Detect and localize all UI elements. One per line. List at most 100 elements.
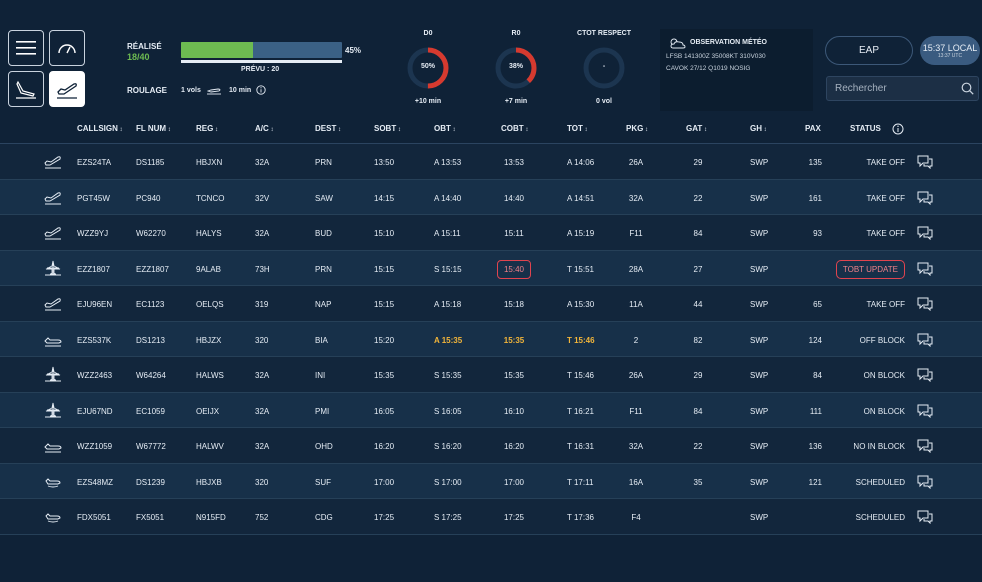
chat-icon[interactable] <box>917 368 933 387</box>
chat-icon[interactable] <box>917 475 933 494</box>
time-utc: 13:37 UTC <box>937 52 963 59</box>
arrivals-button[interactable] <box>8 71 44 107</box>
cell-dest: PMI <box>315 406 330 416</box>
cell-status: TOBT UPDATE <box>820 259 905 279</box>
cell-flnum: DS1185 <box>136 158 165 167</box>
column-header-gat[interactable]: GAT ↕ <box>686 124 707 133</box>
info-icon[interactable] <box>256 85 266 95</box>
taxi-icon <box>44 331 62 352</box>
cell-sobt: 17:25 <box>374 513 395 522</box>
column-header-tot[interactable]: TOT ↕ <box>567 124 588 133</box>
table-row[interactable]: EZS48MZ DS1239 HBJXB 320 SUF 17:00 S 17:00 17:0… <box>0 463 982 499</box>
cell-reg: N915FD <box>196 513 226 522</box>
column-header-label: PKG <box>626 124 644 133</box>
cell-pkg: 26A <box>628 371 644 380</box>
column-header-callsign[interactable]: CALLSIGN ↕ <box>77 124 123 133</box>
search-input[interactable] <box>826 76 979 101</box>
cell-sobt: 16:20 <box>374 442 395 451</box>
departures-button[interactable] <box>49 71 85 107</box>
column-header-gh[interactable]: GH ↕ <box>750 124 767 133</box>
cell-flnum: W64264 <box>136 371 166 380</box>
sort-icon: ↕ <box>523 127 529 133</box>
cell-gh: SWP <box>750 264 769 274</box>
cell-gat: 29 <box>693 371 703 380</box>
cell-ac: 32V <box>255 193 270 203</box>
cell-flnum: EC1123 <box>136 300 165 309</box>
cell-ac: 320 <box>255 477 269 487</box>
chat-icon[interactable] <box>917 404 933 423</box>
column-header-cobt[interactable]: COBT ↕ <box>501 124 528 133</box>
cobt-alert-badge[interactable]: 15:40 <box>496 259 532 279</box>
chat-icon[interactable] <box>917 155 933 174</box>
column-header-reg[interactable]: REG ↕ <box>196 124 218 133</box>
cloud-sun-icon <box>670 38 686 49</box>
chat-icon[interactable] <box>917 333 933 352</box>
cell-flnum: EZZ1807 <box>136 264 169 274</box>
taxi-icon <box>44 437 62 458</box>
table-row[interactable]: WZZ2463 W64264 HALWS 32A INI 15:35 S 15:35 15:3… <box>0 357 982 393</box>
table-row[interactable]: EZS537K DS1213 HBJZX 320 BIA 15:20 A 15:35 15:3… <box>0 321 982 357</box>
cell-gh: SWP <box>750 335 769 345</box>
top-bar: RÉALISÉ 18/40 45% PRÉVU : 20 ROULAGE 1 v… <box>0 0 982 114</box>
column-header-sobt[interactable]: SOBT ↕ <box>374 124 401 133</box>
column-header-status[interactable]: STATUS <box>850 124 881 133</box>
column-header-obt[interactable]: OBT ↕ <box>434 124 456 133</box>
status-info-icon[interactable] <box>892 122 904 140</box>
menu-button[interactable] <box>8 30 44 66</box>
table-row[interactable]: EJU67ND EC1059 OEIJX 32A PMI 16:05 S 16:05 16:1… <box>0 392 982 428</box>
cell-obt: S 16:05 <box>434 406 462 416</box>
table-row[interactable]: EZZ1807 EZZ1807 9ALAB 73H PRN 15:15 S 15:15 15:… <box>0 250 982 286</box>
cell-pkg: 16A <box>628 477 644 487</box>
roulage-vols: 1 vols <box>181 87 201 94</box>
cell-cobt: 15:35 <box>503 371 525 380</box>
table-row[interactable]: WZZ9YJ W62270 HALYS 32A BUD 15:10 A 15:11 15:11… <box>0 215 982 251</box>
meteo-panel: OBSERVATION MÉTÉO LFSB 141300Z 35008KT 3… <box>660 29 813 111</box>
status-alert-badge[interactable]: TOBT UPDATE <box>835 259 905 279</box>
chat-icon[interactable] <box>917 262 933 281</box>
table-row[interactable]: FDX5051 FX5051 N915FD 752 CDG 17:25 S 17:25 17:… <box>0 499 982 535</box>
cell-dest: CDG <box>315 513 333 522</box>
chat-icon[interactable] <box>917 191 933 210</box>
cell-reg: HBJXN <box>196 158 223 167</box>
cell-tot: A 14:51 <box>567 193 595 203</box>
landing-icon <box>16 80 36 99</box>
cell-gat: 27 <box>693 264 703 274</box>
sort-icon: ↕ <box>117 127 123 133</box>
eap-button[interactable]: EAP <box>825 36 913 65</box>
table-row[interactable]: PGT45W PC940 TCNCO 32V SAW 14:15 A 14:40 14:40 A… <box>0 179 982 215</box>
cell-gat: 22 <box>693 193 703 203</box>
cell-dest: INI <box>315 371 326 380</box>
cell-flnum: PC940 <box>136 193 161 203</box>
chat-icon[interactable] <box>917 297 933 316</box>
chat-icon[interactable] <box>917 439 933 458</box>
plane-top-icon <box>44 402 62 423</box>
chat-icon[interactable] <box>917 226 933 245</box>
cell-flnum: W62270 <box>136 229 166 238</box>
column-header-ac[interactable]: A/C ↕ <box>255 124 273 133</box>
table-row[interactable]: WZZ1059 W67772 HALWV 32A OHD 16:20 S 16:20 16:2… <box>0 428 982 464</box>
sort-icon: ↕ <box>643 127 649 133</box>
sort-icon: ↕ <box>336 127 342 133</box>
dashboard-button[interactable] <box>49 30 85 66</box>
table-row[interactable]: EZS24TA DS1185 HBJXN 32A PRN 13:50 A 13:53 13:5… <box>0 144 982 180</box>
cell-pkg: 28A <box>628 264 644 274</box>
column-header-pkg[interactable]: PKG ↕ <box>626 124 648 133</box>
cell-gh: SWP <box>750 477 769 487</box>
cell-callsign: FDX5051 <box>77 513 111 522</box>
gauge-title: CTOT RESPECT <box>577 30 631 37</box>
column-header-pax[interactable]: PAX <box>805 124 821 133</box>
cell-reg: 9ALAB <box>196 264 221 274</box>
cell-pax: 136 <box>808 442 822 451</box>
table-row[interactable]: EJU96EN EC1123 OELQS 319 NAP 15:15 A 15:18 15:1… <box>0 286 982 322</box>
search-icon[interactable] <box>961 82 974 95</box>
cell-reg: HBJZX <box>196 335 222 345</box>
cell-flnum: EC1059 <box>136 406 165 416</box>
column-header-flnum[interactable]: FL NUM ↕ <box>136 124 171 133</box>
clock-pill[interactable]: 15:37 LOCAL 13:37 UTC <box>920 36 980 65</box>
chat-icon[interactable] <box>917 510 933 529</box>
takeoff-icon <box>44 189 62 210</box>
cell-obt: A 15:35 <box>434 335 463 345</box>
cell-callsign: PGT45W <box>77 193 110 203</box>
column-header-dest[interactable]: DEST ↕ <box>315 124 341 133</box>
cell-callsign: WZZ1059 <box>77 442 113 451</box>
